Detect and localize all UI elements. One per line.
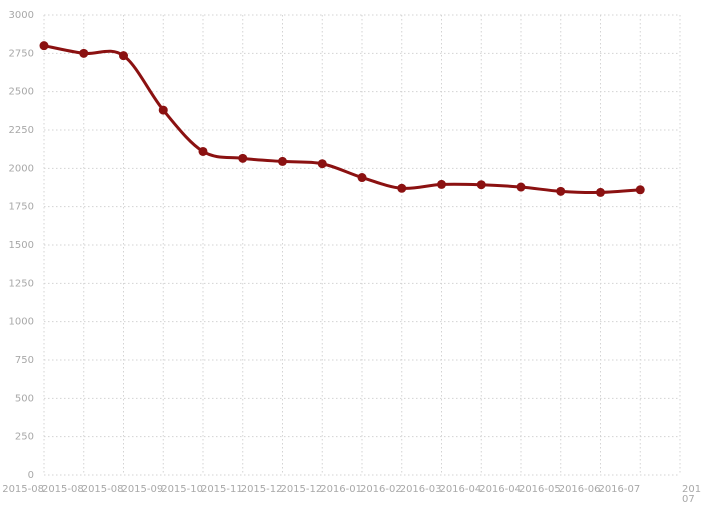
data-point[interactable]: [357, 173, 367, 183]
x-tick-label: 2016-05: [519, 484, 561, 495]
y-axis-tick-labels: 0 250 500 750 1000 1250 1500 1750 2000 2250 2500 27…: [9, 10, 34, 481]
x-tick-label: 2015-08: [82, 484, 124, 495]
x-tick-label: 2016-03: [400, 484, 442, 495]
x-tick-label: 2015-08: [2, 484, 44, 495]
series-line: [42, 44, 642, 194]
x-tick-label: 2016-06: [559, 484, 601, 495]
y-tick-label: 750: [15, 355, 34, 366]
y-tick-label: 2250: [9, 125, 34, 136]
data-point[interactable]: [238, 153, 248, 163]
data-point[interactable]: [397, 183, 407, 193]
y-tick-label: 2000: [9, 163, 34, 174]
y-tick-label: 1500: [9, 240, 34, 251]
data-point[interactable]: [278, 156, 287, 166]
y-tick-label: 500: [15, 393, 34, 404]
x-tick-label: 2016-02: [360, 484, 402, 495]
x-tick-label: 2015-12: [280, 484, 322, 495]
y-tick-label: 2750: [9, 48, 34, 59]
x-tick-label: 2015-09: [121, 484, 163, 495]
series-layer: [42, 44, 642, 194]
x-tick-label: 2015-08: [42, 484, 84, 495]
data-point[interactable]: [556, 186, 566, 196]
data-point[interactable]: [437, 179, 446, 189]
y-tick-label: 2500: [9, 87, 34, 98]
data-point[interactable]: [79, 48, 89, 58]
y-tick-label: 250: [15, 432, 34, 443]
data-point[interactable]: [317, 159, 327, 169]
y-tick-label: 1250: [9, 278, 34, 289]
data-point[interactable]: [39, 41, 49, 51]
x-axis-tick-labels: 2015-082015-082015-082015-092015-102015-…: [2, 484, 701, 505]
data-point[interactable]: [596, 187, 605, 197]
x-tick-label: 2016-01: [320, 484, 362, 495]
y-tick-label: 1750: [9, 202, 34, 213]
y-tick-label: 1000: [9, 317, 34, 328]
data-point[interactable]: [635, 185, 645, 195]
x-tick-label: 2015-10: [161, 484, 203, 495]
x-tick-label: 201 07: [682, 484, 701, 505]
data-point[interactable]: [198, 146, 208, 156]
x-tick-label: 2015-12: [241, 484, 283, 495]
x-tick-label: 2015-11: [201, 484, 243, 495]
y-tick-label: 0: [28, 470, 34, 481]
data-point[interactable]: [158, 105, 168, 115]
data-point[interactable]: [516, 182, 526, 192]
marker-layer: [39, 41, 645, 197]
x-tick-label: 2016-07: [598, 484, 640, 495]
y-tick-label: 3000: [9, 10, 34, 21]
x-tick-label: 2016-04: [439, 484, 481, 495]
x-tick-label: 2016-04: [479, 484, 521, 495]
data-point[interactable]: [119, 51, 128, 61]
data-point[interactable]: [476, 180, 486, 190]
